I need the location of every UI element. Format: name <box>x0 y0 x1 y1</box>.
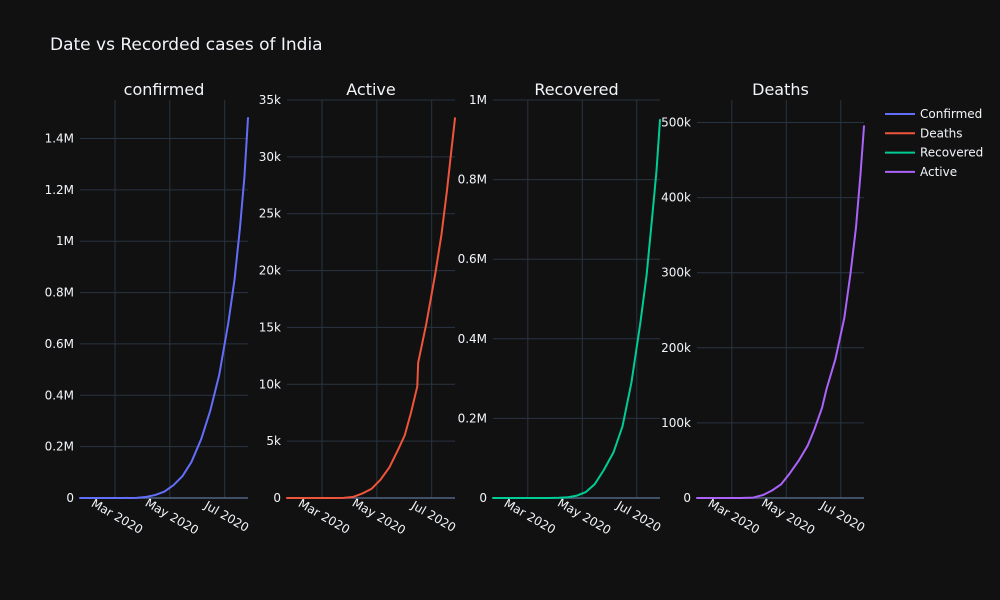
y-tick-label: 30k <box>259 150 281 164</box>
y-tick-label: 0 <box>683 491 691 505</box>
y-tick-label: 0 <box>66 491 74 505</box>
legend-label: Confirmed <box>920 107 982 121</box>
subplot-title: Recovered <box>534 80 618 99</box>
y-tick-label: 0.8M <box>458 173 487 187</box>
legend-item-confirmed[interactable]: Confirmed <box>885 107 982 121</box>
legend-label: Active <box>920 165 957 179</box>
legend-item-deaths[interactable]: Deaths <box>885 126 963 140</box>
y-tick-label: 1.2M <box>45 183 74 197</box>
y-tick-label: 0.4M <box>45 388 74 402</box>
y-tick-label: 0.2M <box>45 440 74 454</box>
chart-title: Date vs Recorded cases of India <box>50 35 323 55</box>
y-tick-label: 0.8M <box>45 286 74 300</box>
subplot-title: confirmed <box>124 80 205 99</box>
y-tick-label: 1.4M <box>45 132 74 146</box>
subplot-title: Active <box>346 80 396 99</box>
y-tick-label: 500k <box>661 116 691 130</box>
y-tick-label: 35k <box>259 93 281 107</box>
series-line-deaths[interactable] <box>286 117 456 499</box>
legend[interactable]: Confirmed Deaths Recovered Active <box>885 107 983 179</box>
legend-label: Deaths <box>920 126 963 140</box>
legend-item-recovered[interactable]: Recovered <box>885 146 983 160</box>
y-tick-label: 0 <box>273 491 281 505</box>
y-tick-label: 300k <box>661 266 691 280</box>
y-tick-label: 20k <box>259 264 281 278</box>
y-tick-label: 10k <box>259 377 281 391</box>
y-tick-label: 1M <box>469 93 487 107</box>
y-tick-label: 100k <box>661 416 691 430</box>
legend-label: Recovered <box>920 146 983 160</box>
y-tick-label: 0.2M <box>458 411 487 425</box>
legend-item-active[interactable]: Active <box>885 165 957 179</box>
y-tick-label: 25k <box>259 207 281 221</box>
y-tick-label: 1M <box>56 234 74 248</box>
y-tick-label: 0 <box>479 491 487 505</box>
series-line-confirmed[interactable] <box>79 116 249 499</box>
y-tick-label: 200k <box>661 341 691 355</box>
series-line-active[interactable] <box>696 125 865 499</box>
y-tick-label: 15k <box>259 320 281 334</box>
series-line-recovered[interactable] <box>492 118 661 499</box>
y-tick-label: 0.6M <box>45 337 74 351</box>
subplot-title: Deaths <box>752 80 809 99</box>
y-tick-label: 0.4M <box>458 332 487 346</box>
y-tick-label: 0.6M <box>458 252 487 266</box>
y-tick-label: 5k <box>266 434 281 448</box>
y-tick-label: 400k <box>661 191 691 205</box>
